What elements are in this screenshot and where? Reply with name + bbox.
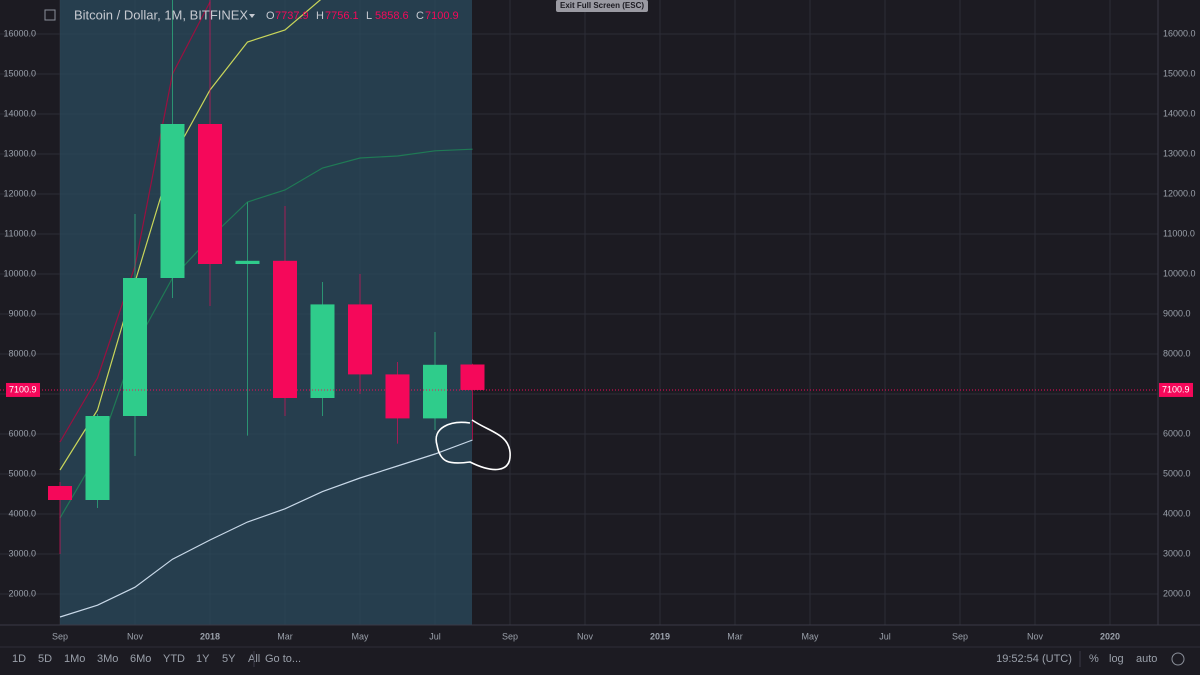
y-tick-label: 15000.0 xyxy=(3,68,36,78)
x-tick-label: Nov xyxy=(1027,631,1044,641)
exit-button-label[interactable]: Exit Full Screen (ESC) xyxy=(560,1,644,10)
candle-body xyxy=(460,364,485,390)
ohlc-key: C xyxy=(416,10,424,22)
y-tick-label: 16000.0 xyxy=(3,28,36,38)
ohlc-key: L xyxy=(366,10,372,22)
goto-button[interactable]: Go to... xyxy=(265,653,301,665)
y-tick-label: 2000.0 xyxy=(8,588,36,598)
y-tick-label-right: 3000.0 xyxy=(1163,548,1191,558)
x-tick-label: Jul xyxy=(429,631,441,641)
indicator-line xyxy=(59,439,473,618)
x-tick-label: Sep xyxy=(502,631,518,641)
plot xyxy=(48,0,485,618)
x-tick-label: Sep xyxy=(52,631,68,641)
toolbar: 1D 5D 1Mo 3Mo 6Mo YTD 1Y 5Y All% log auto xyxy=(12,651,1157,667)
candle-body xyxy=(48,486,72,500)
hand-drawn-annotation xyxy=(435,419,511,471)
x-tick-label: 2019 xyxy=(650,631,670,641)
y-tick-label-right: 8000.0 xyxy=(1163,348,1191,358)
y-tick-label-right: 5000.0 xyxy=(1163,468,1191,478)
candle-body xyxy=(423,364,447,419)
ohlc-value: 5858.6 xyxy=(375,10,409,22)
x-tick-label: Sep xyxy=(952,631,968,641)
y-tick-label: 14000.0 xyxy=(3,108,36,118)
ohlc-key: O xyxy=(266,10,275,22)
candle-body xyxy=(273,260,297,398)
candle-body xyxy=(235,260,260,264)
y-tick-label: 6000.0 xyxy=(8,428,36,438)
ohlc-value: 7737.9 xyxy=(275,10,309,22)
range-button[interactable]: 1Y xyxy=(196,653,210,665)
y-tick-label-right: 6000.0 xyxy=(1163,428,1191,438)
last-price-label: 7100.9 xyxy=(9,384,37,394)
candle-body xyxy=(348,304,372,375)
y-tick-label-right: 14000.0 xyxy=(1163,108,1196,118)
settings-icon[interactable] xyxy=(1171,652,1185,666)
x-tick-label: Mar xyxy=(277,631,293,641)
y-tick-label: 9000.0 xyxy=(8,308,36,318)
last-price-badge xyxy=(1159,382,1193,397)
candle-body xyxy=(310,304,335,398)
symbol-title[interactable]: Bitcoin / Dollar, 1M, BITFINEX xyxy=(74,7,248,22)
ohlc-value: 7756.1 xyxy=(325,10,359,22)
shaded-range xyxy=(60,0,472,625)
ohlc-value: 7100.9 xyxy=(425,10,459,22)
y-tick-label: 13000.0 xyxy=(3,148,36,158)
x-tick-label: Nov xyxy=(577,631,594,641)
x-tick-label: Mar xyxy=(727,631,743,641)
candle-body xyxy=(385,374,410,419)
y-tick-label: 4000.0 xyxy=(8,508,36,518)
y-tick-label-right: 15000.0 xyxy=(1163,68,1196,78)
scale-option[interactable]: auto xyxy=(1136,653,1157,665)
range-button[interactable]: 1Mo xyxy=(64,653,85,665)
range-button[interactable]: 3Mo xyxy=(97,653,118,665)
candle-body xyxy=(198,124,222,264)
exit-button[interactable] xyxy=(556,0,648,12)
x-tick-label: May xyxy=(351,631,369,641)
add-symbol-icon[interactable] xyxy=(44,9,56,21)
candle-body xyxy=(85,416,110,500)
y-tick-label: 12000.0 xyxy=(3,188,36,198)
y-tick-label-right: 13000.0 xyxy=(1163,148,1196,158)
y-tick-label: 3000.0 xyxy=(8,548,36,558)
y-tick-label-right: 16000.0 xyxy=(1163,28,1196,38)
y-tick-label: 11000.0 xyxy=(4,228,36,238)
x-tick-label: Nov xyxy=(127,631,144,641)
range-button[interactable]: 5Y xyxy=(222,653,236,665)
axes: 2000.0 2000.0 3000.0 3000.0 4000.0 4000.0 5000… xyxy=(0,28,1196,641)
y-tick-label-right: 11000.0 xyxy=(1163,228,1195,238)
clock: 19:52:54 (UTC) xyxy=(996,653,1072,665)
y-tick-label-right: 4000.0 xyxy=(1163,508,1191,518)
y-tick-label-right: 2000.0 xyxy=(1163,588,1191,598)
y-tick-label: 5000.0 xyxy=(8,468,36,478)
dropdown-icon[interactable] xyxy=(249,14,255,18)
ohlc-legend: O 7737.9 H 7756.1 L 5858.6 C 7100.9 xyxy=(266,10,459,22)
last-price-badge xyxy=(6,382,40,397)
last-price-label: 7100.9 xyxy=(1162,384,1190,394)
ohlc-key: H xyxy=(316,10,324,22)
y-tick-label-right: 9000.0 xyxy=(1163,308,1191,318)
x-tick-label: 2020 xyxy=(1100,631,1120,641)
range-button[interactable]: 5D xyxy=(38,653,52,665)
y-tick-label: 8000.0 xyxy=(8,348,36,358)
range-button[interactable]: 6Mo xyxy=(130,653,151,665)
range-button[interactable]: 1D xyxy=(12,653,26,665)
candle-body xyxy=(123,278,147,416)
y-tick-label-right: 12000.0 xyxy=(1163,188,1196,198)
x-tick-label: Jul xyxy=(879,631,891,641)
range-button[interactable]: YTD xyxy=(163,653,185,665)
x-tick-label: May xyxy=(801,631,819,641)
y-tick-label: 10000.0 xyxy=(3,268,36,278)
x-tick-label: 2018 xyxy=(200,631,220,641)
scale-option[interactable]: log xyxy=(1109,653,1124,665)
candle-body xyxy=(160,124,185,278)
y-tick-label-right: 10000.0 xyxy=(1163,268,1196,278)
scale-option[interactable]: % xyxy=(1089,653,1099,665)
